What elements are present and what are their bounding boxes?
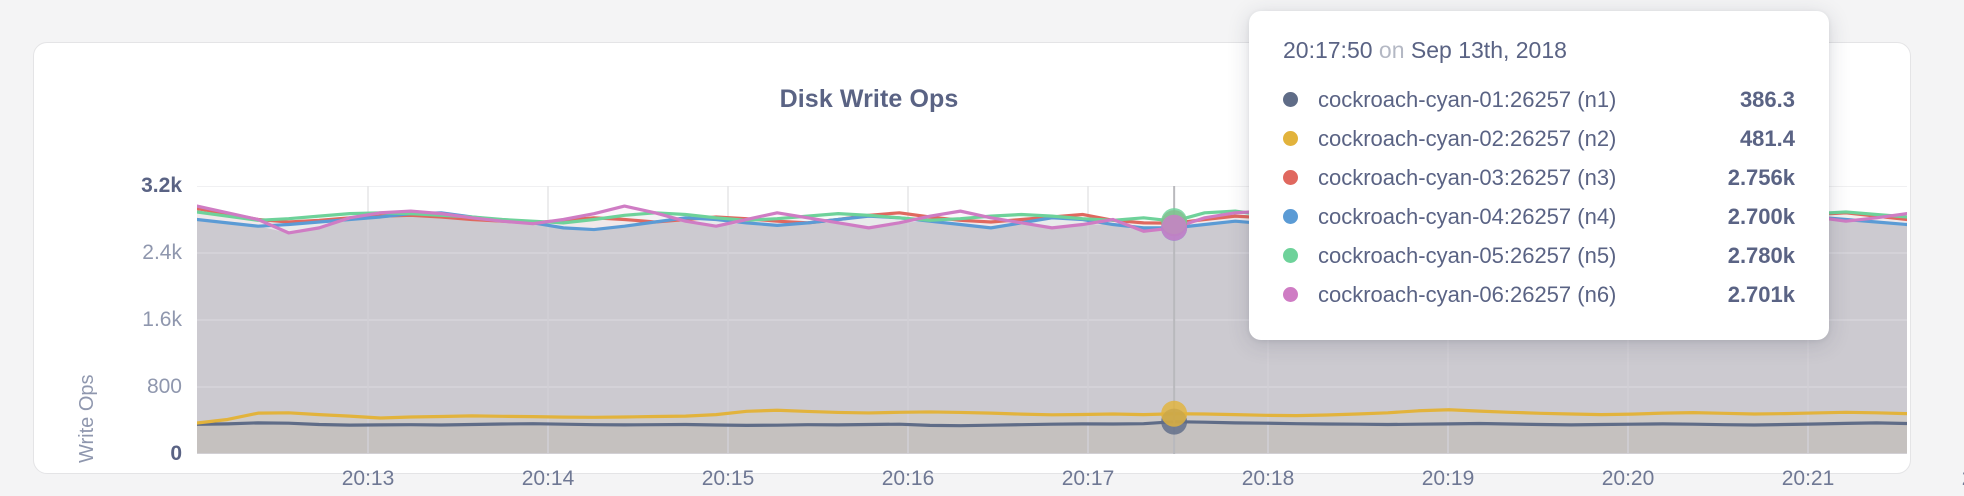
x-axis-tick: 20:20: [1601, 467, 1655, 490]
tooltip-series-row: cockroach-cyan-02:26257 (n2) 481.4: [1283, 119, 1795, 158]
tooltip-series-label: cockroach-cyan-02:26257 (n2): [1318, 125, 1617, 151]
tooltip-timestamp: 20:17:50 on Sep 13th, 2018: [1283, 37, 1795, 64]
tooltip-series-label: cockroach-cyan-05:26257 (n5): [1318, 242, 1617, 268]
y-axis-tick: 1.6k: [142, 308, 182, 331]
tooltip-series-label: cockroach-cyan-01:26257 (n1): [1318, 86, 1617, 112]
tooltip-series-value: 2.756k: [1727, 164, 1795, 190]
series-color-dot-icon: [1283, 287, 1298, 302]
series-color-dot-icon: [1283, 209, 1298, 224]
tooltip-series-row: cockroach-cyan-01:26257 (n1) 386.3: [1283, 80, 1795, 119]
x-axis-tick: 20:13: [341, 467, 395, 490]
tooltip-series-label: cockroach-cyan-06:26257 (n6): [1318, 281, 1617, 307]
x-axis-tick: 20:21: [1781, 467, 1835, 490]
y-axis-tick: 0: [170, 442, 182, 465]
y-axis-tick: 800: [146, 375, 182, 398]
tooltip-series-row: cockroach-cyan-06:26257 (n6) 2.701k: [1283, 275, 1795, 314]
hover-tooltip: 20:17:50 on Sep 13th, 2018 cockroach-cya…: [1249, 11, 1829, 340]
tooltip-date: Sep 13th, 2018: [1410, 37, 1567, 63]
tooltip-on-word: on: [1378, 37, 1405, 63]
x-axis-tick: 20:15: [701, 467, 755, 490]
tooltip-series-value: 2.701k: [1727, 281, 1795, 307]
tooltip-series-list: cockroach-cyan-01:26257 (n1) 386.3 cockroa…: [1283, 80, 1795, 314]
x-axis-tick: 20:18: [1241, 467, 1295, 490]
tooltip-series-label: cockroach-cyan-04:26257 (n4): [1318, 203, 1617, 229]
x-axis-tick: 20:17: [1061, 467, 1115, 490]
y-axis: Write Ops 3.2k 2.4k 1.6k 800 0: [76, 174, 182, 465]
tooltip-series-value: 2.700k: [1727, 203, 1795, 229]
y-axis-tick: 3.2k: [141, 174, 182, 197]
tooltip-series-value: 481.4: [1739, 125, 1795, 151]
x-axis-tick: 20:19: [1421, 467, 1475, 490]
y-axis-title: Write Ops: [76, 374, 98, 463]
tooltip-series-value: 386.3: [1739, 86, 1795, 112]
x-axis-tick: 20:14: [521, 467, 575, 490]
page-title: Disk Write Ops: [779, 85, 959, 113]
series-color-dot-icon: [1283, 170, 1298, 185]
tooltip-time: 20:17:50: [1283, 37, 1373, 63]
series-color-dot-icon: [1283, 131, 1298, 146]
x-axis: 20:13 20:14 20:15 20:16 20:17 20:18 20:1…: [197, 467, 1964, 496]
series-color-dot-icon: [1283, 92, 1298, 107]
tooltip-series-row: cockroach-cyan-04:26257 (n4) 2.700k: [1283, 197, 1795, 236]
tooltip-series-value: 2.780k: [1727, 242, 1795, 268]
y-axis-tick: 2.4k: [142, 241, 182, 264]
tooltip-series-row: cockroach-cyan-05:26257 (n5) 2.780k: [1283, 236, 1795, 275]
series-color-dot-icon: [1283, 248, 1298, 263]
x-axis-tick: 20:22: [1962, 467, 1964, 491]
x-axis-tick: 20:16: [881, 467, 935, 490]
tooltip-series-row: cockroach-cyan-03:26257 (n3) 2.756k: [1283, 158, 1795, 197]
tooltip-series-label: cockroach-cyan-03:26257 (n3): [1318, 164, 1617, 190]
